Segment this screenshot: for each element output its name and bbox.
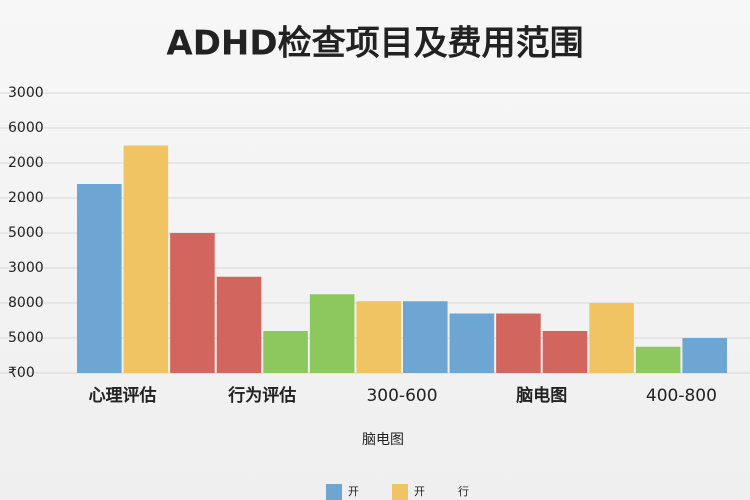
legend-swatch [392,484,408,500]
y-tick-label: 5000 [8,225,44,241]
y-tick-label: ₹00 [8,365,35,381]
y-tick-label: 8000 [8,295,44,311]
bar [170,233,215,373]
bar [216,276,262,373]
x-tick-label: 心理评估 [89,385,157,406]
bar [403,301,448,373]
y-tick-label: 5000 [8,330,44,346]
bar [356,301,401,373]
legend-label: 开 [414,485,425,498]
bar [77,184,122,373]
bar [123,145,169,373]
x-tick-label: 400-800 [646,386,717,406]
x-tick-label: 行为评估 [227,385,296,406]
bar [263,331,308,373]
legend-label: 行 [458,485,469,498]
y-tick-label: 2000 [8,190,44,206]
y-tick-label: 6000 [8,120,44,136]
bar [635,346,681,373]
bar [309,294,355,373]
bar [496,313,541,373]
bar [542,331,588,373]
y-tick-label: 3000 [8,85,44,101]
bar [589,303,634,373]
x-tick-label: 300-600 [366,386,437,406]
chart-title: ADHD检查项目及费用范围 [166,24,583,64]
y-tick-label: 2000 [8,155,44,171]
x-axis-label: 脑电图 [362,432,404,448]
legend-swatch [326,484,342,500]
x-tick-label: 脑电图 [516,385,567,406]
legend-label: 开 [348,485,359,498]
bar [682,338,727,373]
bar [449,313,495,373]
y-tick-label: 3000 [8,260,44,276]
